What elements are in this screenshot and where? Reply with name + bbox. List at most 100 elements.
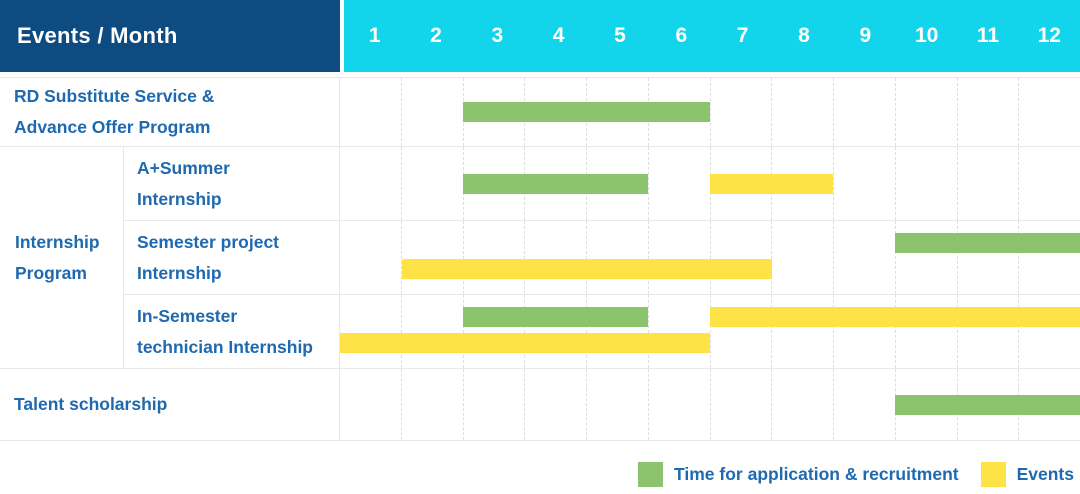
row-label: A+Summer Internship [124, 147, 340, 220]
month-cell [340, 295, 401, 368]
month-label: 5 [614, 24, 626, 47]
month-cell [400, 369, 463, 440]
month-cell [1018, 221, 1080, 294]
gantt-bar-yellow [340, 333, 710, 353]
row-label: Semester project Internship [124, 221, 340, 294]
gantt-bar-yellow [710, 307, 1080, 327]
month-cell [956, 78, 1019, 146]
month-cell [340, 369, 401, 440]
month-label: 8 [798, 24, 810, 47]
month-label: 10 [914, 24, 939, 47]
legend: Time for application & recruitment Event… [638, 462, 1074, 487]
gantt-bar-green [895, 233, 1080, 253]
gantt-bar-green [463, 307, 649, 327]
legend-swatch-green [638, 462, 664, 487]
gantt-row: RD Substitute Service & Advance Offer Pr… [0, 77, 1080, 146]
month-cell [647, 369, 710, 440]
month-cell [709, 147, 772, 220]
month-cell [340, 147, 401, 220]
month-cell [894, 295, 957, 368]
month-cell [462, 221, 525, 294]
month-cell [462, 369, 525, 440]
legend-item-events: Events [980, 462, 1074, 487]
month-cell [340, 78, 401, 146]
gantt-row: A+Summer Internship [0, 146, 1080, 220]
month-cell [400, 295, 463, 368]
month-cell [647, 221, 710, 294]
table-header: Events / Month 1 2 3 4 5 6 7 8 9 10 11 12 [0, 0, 1080, 72]
month-cell [771, 295, 833, 368]
month-cell [771, 369, 833, 440]
month-cell [1018, 78, 1080, 146]
month-cell [586, 369, 648, 440]
month-label: 12 [1037, 24, 1061, 47]
month-cell [400, 78, 463, 146]
month-cell [709, 221, 772, 294]
month-cell [709, 78, 772, 146]
gantt-bar-green [463, 102, 710, 122]
gantt-row: Semester project Internship [0, 220, 1080, 294]
month-cell [833, 295, 895, 368]
month-cell [524, 295, 586, 368]
month-header-strip: 1 2 3 4 5 6 7 8 9 10 11 12 [344, 0, 1080, 72]
month-grid [340, 221, 1080, 294]
legend-item-application-recruitment: Time for application & recruitment [638, 462, 959, 487]
row-label: RD Substitute Service & Advance Offer Pr… [0, 78, 340, 146]
month-cell [647, 295, 710, 368]
month-cell [956, 295, 1019, 368]
month-label: 1 [368, 24, 381, 47]
month-cell [586, 221, 648, 294]
month-cell [1018, 147, 1080, 220]
gantt-row: Talent scholarship [0, 368, 1080, 440]
month-cell [833, 78, 895, 146]
month-cell [524, 369, 586, 440]
month-label: 4 [552, 24, 565, 47]
month-cell [524, 221, 586, 294]
month-label: 3 [491, 24, 504, 47]
legend-label-yellow: Events [1016, 464, 1074, 484]
gantt-bar-green [895, 394, 1080, 415]
month-grid [340, 78, 1080, 146]
legend-swatch-yellow [980, 462, 1006, 487]
legend-label-green: Time for application & recruitment [674, 464, 959, 484]
month-cell [771, 221, 833, 294]
gantt-bar-green [463, 173, 649, 194]
month-grid [340, 147, 1080, 220]
month-cell [894, 221, 957, 294]
month-label: 9 [859, 24, 872, 47]
gantt-bar-yellow [710, 173, 834, 194]
month-cell [647, 147, 710, 220]
month-label: 7 [736, 24, 749, 47]
month-label: 6 [675, 24, 688, 47]
month-cell [462, 295, 525, 368]
month-cell [340, 221, 401, 294]
month-label: 2 [430, 24, 442, 47]
month-cell [462, 147, 525, 220]
month-cell [1018, 295, 1080, 368]
month-cell [894, 78, 957, 146]
gantt-row: In-Semester technician Internship [0, 294, 1080, 368]
row-label: In-Semester technician Internship [124, 295, 340, 368]
month-cell [586, 295, 648, 368]
month-cell [833, 369, 895, 440]
month-grid [340, 295, 1080, 368]
month-cell [400, 221, 463, 294]
month-cell [956, 221, 1019, 294]
table-body: Internship Program RD Substitute Service… [0, 77, 1080, 441]
gantt-bar-yellow [401, 259, 772, 279]
month-cell [709, 369, 772, 440]
events-month-header-cell: Events / Month [0, 0, 340, 72]
month-cell [894, 147, 957, 220]
month-cell [833, 221, 895, 294]
month-cell [709, 295, 772, 368]
month-cell [771, 78, 833, 146]
month-cell [956, 147, 1019, 220]
month-cell [400, 147, 463, 220]
month-label: 11 [976, 24, 1000, 47]
row-label: Talent scholarship [0, 369, 340, 440]
month-cell [462, 78, 525, 146]
month-cell [833, 147, 895, 220]
group-label-internship-program: Internship Program [0, 147, 124, 368]
month-grid [340, 369, 1080, 440]
